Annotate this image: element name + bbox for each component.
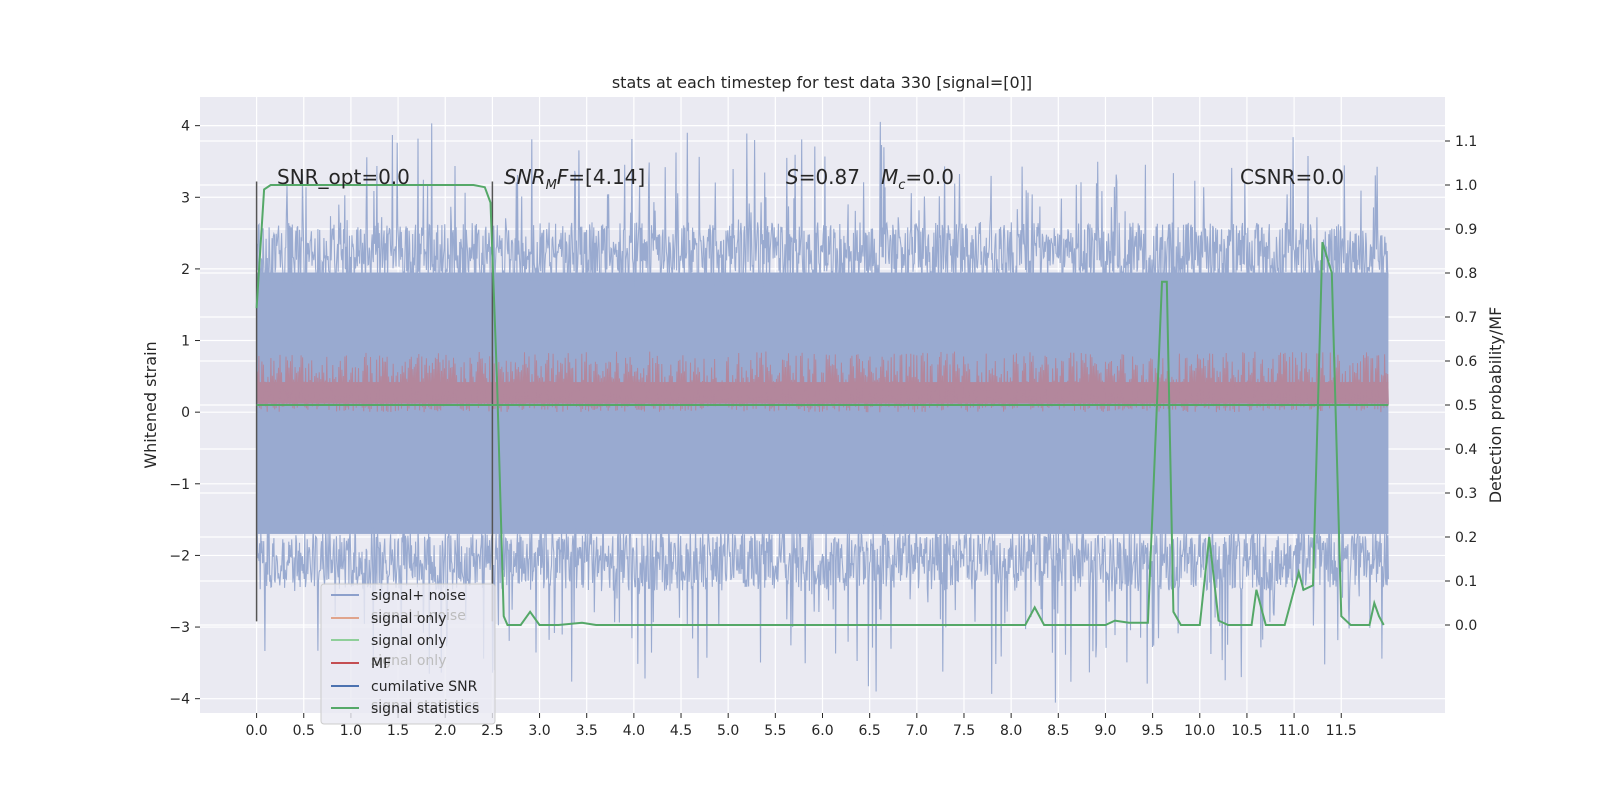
y-tick-label: −3 xyxy=(169,620,190,636)
y-right-tick-label: 0.9 xyxy=(1455,222,1477,238)
x-tick-label: 5.0 xyxy=(717,723,739,739)
y-axis-label: Whitened strain xyxy=(141,341,160,468)
y-right-tick-label: 1.0 xyxy=(1455,178,1477,194)
x-tick-label: 2.0 xyxy=(434,723,456,739)
data-bands xyxy=(256,121,1389,703)
annotation-snr-mf-sub: M xyxy=(546,178,557,193)
legend-box xyxy=(320,583,496,725)
annotation-csnr: CSNR=0.0 xyxy=(1240,165,1344,189)
y-axis-right-ticks: 1.1 1.0 0.9 0.8 0.7 0.6 0.5 0.4 0.3 0.2 0.1 0.0 xyxy=(1445,134,1477,634)
annotations: SNR_opt=0.0 SNRMF=[4.14] S=0.87 Mc=0.0 C… xyxy=(277,165,1344,193)
chart-title: stats at each timestep for test data 330… xyxy=(612,73,1032,92)
x-tick-label: 1.5 xyxy=(387,723,409,739)
y-right-tick-label: 0.5 xyxy=(1455,398,1477,414)
y-right-tick-label: 0.0 xyxy=(1455,618,1477,634)
y-tick-label: 4 xyxy=(181,119,190,135)
series-signal-statistics xyxy=(255,184,1385,626)
x-tick-label: 2.5 xyxy=(481,723,503,739)
annotation-mc-sub: c xyxy=(898,178,905,193)
y-tick-label: −1 xyxy=(169,477,190,493)
x-tick-label: 9.5 xyxy=(1141,723,1163,739)
x-tick-label: 8.0 xyxy=(1000,723,1022,739)
legend: signal+ noise signal only signal statist… xyxy=(320,583,496,725)
legend-ghost-3: signal statistics xyxy=(371,698,479,714)
y-tick-label: 3 xyxy=(181,190,190,206)
annotation-s-symbol: S xyxy=(786,165,799,189)
x-tick-label: 0.0 xyxy=(245,723,267,739)
x-tick-label: 10.0 xyxy=(1184,723,1215,739)
x-tick-label: 6.0 xyxy=(811,723,833,739)
x-tick-label: 9.0 xyxy=(1094,723,1116,739)
legend-label-signal-statistics: signal statistics xyxy=(371,701,479,717)
annotation-s-value: =0.87 xyxy=(799,165,860,189)
y-axis-right-label: Detection probability/MF xyxy=(1486,307,1505,504)
annotation-mc-symbol: M xyxy=(881,165,898,189)
series-lines xyxy=(255,184,1389,626)
x-axis-ticks: 0.0 0.5 1.0 1.5 2.0 2.5 3.0 3.5 4.0 4.5 5.0 5.5 6.0 6… xyxy=(245,713,1357,739)
y-right-tick-label: 0.2 xyxy=(1455,530,1477,546)
legend-label-mf: MF xyxy=(371,656,391,672)
legend-label-signal-only-1: signal only xyxy=(371,611,446,627)
annotation-mc: Mc=0.0 xyxy=(881,165,954,193)
signal-noise-lower-trace xyxy=(256,524,1389,703)
annotation-s: S=0.87 xyxy=(786,165,860,189)
y-axis-ticks: 4 3 2 1 0 −1 −2 −3 −4 xyxy=(169,119,200,708)
y-right-tick-label: 0.7 xyxy=(1455,310,1477,326)
x-tick-label: 5.5 xyxy=(764,723,786,739)
y-right-tick-label: 0.8 xyxy=(1455,266,1477,282)
x-tick-label: 10.5 xyxy=(1231,723,1262,739)
x-tick-label: 6.5 xyxy=(859,723,881,739)
legend-label-cumilative-snr: cumilative SNR xyxy=(371,679,478,695)
y-tick-label: 1 xyxy=(181,334,190,350)
x-tick-label: 11.5 xyxy=(1326,723,1357,739)
signal-noise-upper-trace xyxy=(256,121,1389,288)
x-tick-label: 11.0 xyxy=(1279,723,1310,739)
x-tick-label: 8.5 xyxy=(1047,723,1069,739)
annotation-snr-mf-value: =[4.14] xyxy=(568,165,645,189)
x-tick-label: 7.0 xyxy=(906,723,928,739)
y-right-tick-label: 0.3 xyxy=(1455,486,1477,502)
y-tick-label: −4 xyxy=(169,692,190,708)
annotation-mc-value: =0.0 xyxy=(905,165,954,189)
legend-label-signal-only-2: signal only xyxy=(371,633,446,649)
legend-ghost-1: signal+ noise xyxy=(371,608,466,624)
x-tick-label: 0.5 xyxy=(293,723,315,739)
y-tick-label: −2 xyxy=(169,548,190,564)
annotation-snr-mf: SNRMF=[4.14] xyxy=(504,165,645,193)
annotation-snr-mf-symbol: SNR xyxy=(504,165,546,189)
legend-ghost-2: signal only xyxy=(371,653,446,669)
y-tick-label: 0 xyxy=(181,405,190,421)
x-tick-label: 7.5 xyxy=(953,723,975,739)
x-tick-label: 3.0 xyxy=(528,723,550,739)
x-tick-label: 1.0 xyxy=(340,723,362,739)
y-right-tick-label: 0.6 xyxy=(1455,354,1477,370)
x-tick-label: 3.5 xyxy=(576,723,598,739)
x-tick-label: 4.5 xyxy=(670,723,692,739)
annotation-snr-opt: SNR_opt=0.0 xyxy=(277,165,410,189)
y-right-tick-label: 0.1 xyxy=(1455,574,1477,590)
y-right-tick-label: 0.4 xyxy=(1455,442,1477,458)
annotation-snr-mf-f: F xyxy=(557,165,569,189)
y-tick-label: 2 xyxy=(181,262,190,278)
legend-label-signal-noise: signal+ noise xyxy=(371,588,466,604)
x-tick-label: 4.0 xyxy=(623,723,645,739)
y-right-tick-label: 1.1 xyxy=(1455,134,1477,150)
